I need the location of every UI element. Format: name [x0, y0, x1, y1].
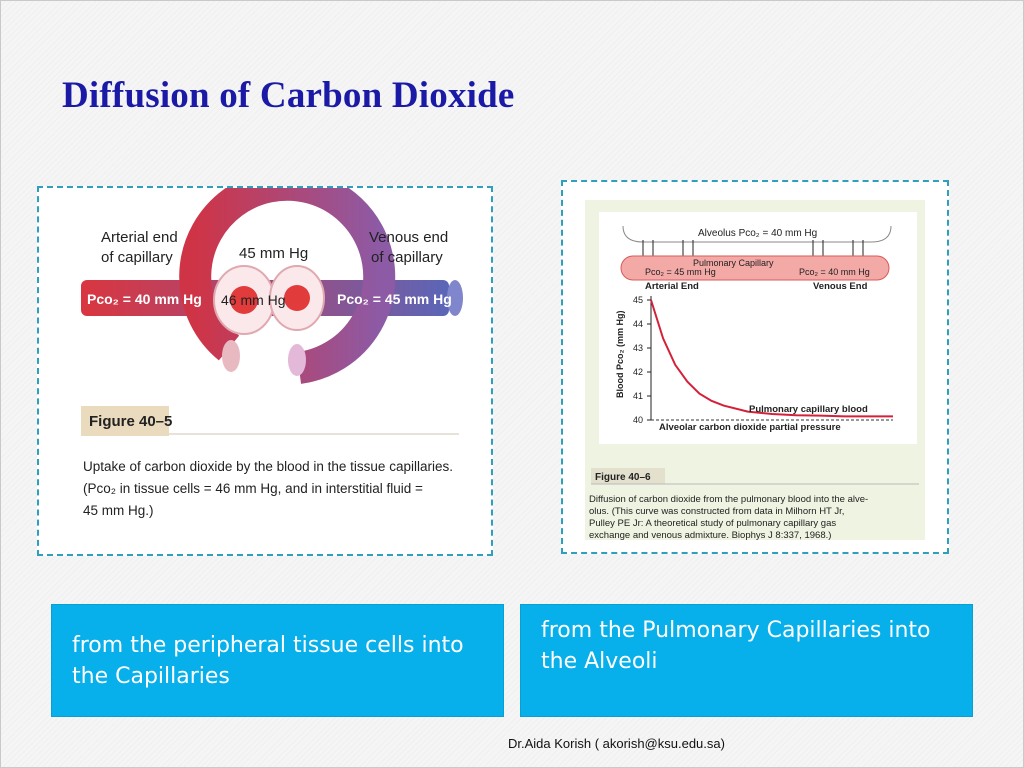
caption-line-1: Diffusion of carbon dioxide from the pul…: [589, 494, 868, 505]
venous-label-2: of capillary: [371, 249, 443, 266]
y-tick-label: 44: [633, 319, 643, 329]
diffusion-arrows: [642, 240, 864, 256]
figure-label: Figure 40–5: [89, 413, 172, 430]
info-box-capillaries-to-alveoli: from the Pulmonary Capillaries into the …: [520, 604, 973, 717]
capillary-label: Pulmonary Capillary: [693, 258, 774, 268]
series-line-blood-pco2: [650, 299, 893, 418]
figure-40-6-frame: Alveolus Pco₂ = 40 mm Hg Pulmonary Capil…: [561, 180, 949, 554]
arterial-label-1: Arterial end: [101, 229, 178, 246]
pco2-right-label: Pco₂ = 40 mm Hg: [799, 267, 870, 277]
capillary-loop: [179, 168, 396, 384]
loop-end-right: [288, 344, 306, 376]
series-label-alveolar: Alveolar carbon dioxide partial pressure: [659, 422, 841, 433]
y-axis-label: Blood Pco₂ (mm Hg): [615, 311, 625, 399]
info-box-tissue-to-capillaries: from the peripheral tissue cells into th…: [51, 604, 504, 717]
y-tick-label: 42: [633, 367, 643, 377]
info-box-right-text: from the Pulmonary Capillaries into the …: [541, 618, 931, 674]
cell-pressure-label: 46 mm Hg: [221, 292, 286, 308]
tissue-capillary-diagram: Arterial end of capillary Venous end of …: [81, 168, 463, 518]
cell-nucleus-left: [230, 286, 258, 314]
pulmonary-capillary: [620, 255, 890, 281]
caption-line-2: olus. (This curve was constructed from d…: [589, 506, 844, 517]
venous-label-1: Venous end: [369, 229, 448, 246]
loop-end-left: [222, 340, 240, 372]
arterial-end-label: Arterial End: [645, 281, 699, 292]
caption-line-4: exchange and venous admixture. Biophys J…: [589, 530, 831, 541]
figure-label-box: [591, 468, 665, 484]
venous-end-label: Venous End: [813, 281, 868, 292]
slide-title: Diffusion of Carbon Dioxide: [62, 75, 515, 116]
pco2-chart: 45 44 43 42 41 40: [633, 295, 893, 425]
pco2-left-label: Pco₂ = 45 mm Hg: [645, 267, 716, 277]
chart-panel: [599, 212, 917, 444]
tube-venous-opening: [447, 280, 463, 316]
footer-credit: Dr.Aida Korish ( akorish@ksu.edu.sa): [508, 736, 725, 751]
alveolus-label: Alveolus Pco₂ = 40 mm Hg: [698, 228, 817, 239]
figure-label: Figure 40–6: [595, 472, 651, 483]
arterial-pco2-label: Pco₂ = 40 mm Hg: [87, 291, 202, 307]
cell-nucleus-right: [284, 285, 310, 311]
caption-line-1: Uptake of carbon dioxide by the blood in…: [83, 459, 453, 474]
venous-pco2-label: Pco₂ = 45 mm Hg: [337, 291, 452, 307]
pulmonary-diffusion-figure: Alveolus Pco₂ = 40 mm Hg Pulmonary Capil…: [585, 200, 925, 541]
caption-line-3: Pulley PE Jr: A theoretical study of pul…: [589, 518, 836, 529]
info-box-left-text: from the peripheral tissue cells into th…: [72, 633, 464, 689]
y-tick-label: 40: [633, 415, 643, 425]
caption-line-2: (Pco₂ in tissue cells = 46 mm Hg, and in…: [83, 481, 423, 496]
figure-40-5-frame: Arterial end of capillary Venous end of …: [37, 168, 493, 556]
y-tick-label: 43: [633, 343, 643, 353]
series-label-blood: Pulmonary capillary blood: [749, 404, 868, 415]
interstitial-pressure-label: 45 mm Hg: [239, 245, 308, 262]
y-tick-label: 45: [633, 295, 643, 305]
figure-label-box: [81, 406, 169, 436]
caption-line-3: 45 mm Hg.): [83, 503, 154, 518]
arterial-label-2: of capillary: [101, 249, 173, 266]
y-tick-label: 41: [633, 391, 643, 401]
